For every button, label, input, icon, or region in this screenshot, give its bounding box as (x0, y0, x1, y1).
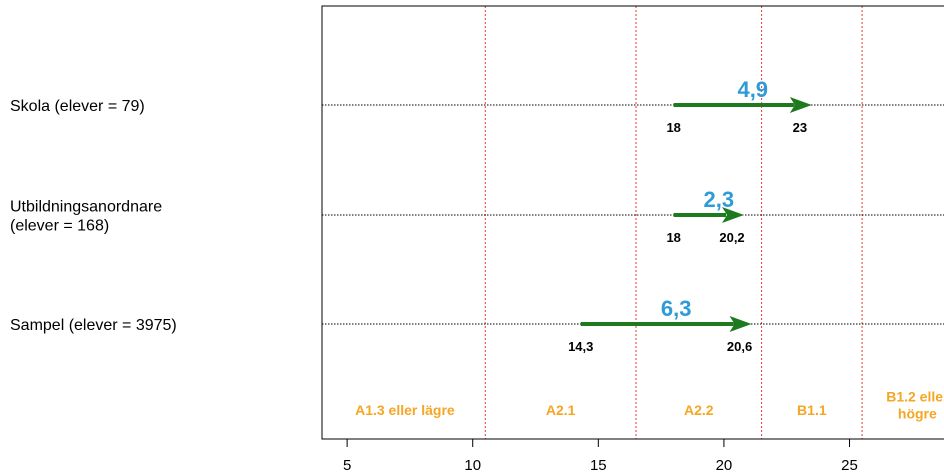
row-label: Sampel (elever = 3975) (10, 317, 177, 334)
difference-label: 4,9 (737, 77, 768, 102)
arrows (580, 97, 812, 332)
start-value-label: 18 (666, 120, 680, 135)
start-value-label: 18 (666, 230, 680, 245)
end-value-label: 23 (793, 120, 807, 135)
level-label: A2.2 (684, 402, 714, 418)
plot-frame (321, 5, 944, 440)
x-tick-label: 15 (590, 457, 607, 474)
level-label: högre (898, 406, 937, 422)
arrow-head (729, 316, 752, 332)
x-axis: 5 10 15 20 25 (343, 438, 858, 474)
end-value-label: 20,2 (719, 230, 744, 245)
row-guides (322, 104, 944, 325)
arrow-head (789, 97, 812, 113)
x-tick-label: 10 (464, 457, 481, 474)
end-value-label: 20,6 (727, 339, 752, 354)
row-label: Utbildningsanordnare (10, 199, 162, 216)
start-value-label: 14,3 (568, 339, 593, 354)
arrow-head (722, 207, 745, 223)
level-label: B1.2 eller (886, 389, 944, 405)
level-label: A2.1 (546, 402, 576, 418)
difference-label: 6,3 (661, 296, 692, 321)
level-label: B1.1 (797, 402, 827, 418)
difference-label: 2,3 (704, 187, 735, 212)
x-tick-label: 20 (716, 457, 733, 474)
level-boundaries (484, 6, 863, 439)
level-label: A1.3 eller lägre (355, 402, 455, 418)
row-label: (elever = 168) (10, 218, 109, 235)
x-tick-label: 5 (343, 457, 351, 474)
x-tick-label: 25 (841, 457, 858, 474)
row-label: Skola (elever = 79) (10, 98, 145, 115)
labels: A1.3 eller lägre A2.1 A2.2 B1.1 B1.2 ellerhö… (10, 77, 944, 422)
